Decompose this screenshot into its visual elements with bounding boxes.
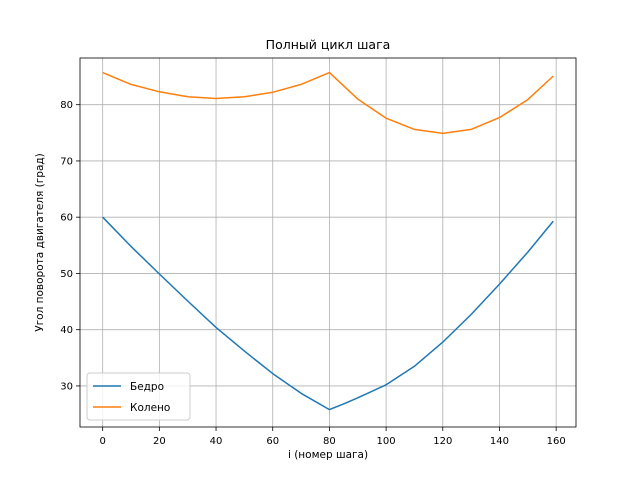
x-tick-label: 120 <box>433 436 452 447</box>
x-tick-label: 0 <box>99 436 105 447</box>
y-tick-label: 60 <box>60 213 73 224</box>
legend: Бедро Колено <box>86 372 191 421</box>
x-tick-label: 60 <box>266 436 279 447</box>
y-tick-label: 80 <box>60 100 73 111</box>
chart-title: Полный цикл шага <box>266 37 391 52</box>
plot-frame <box>79 57 577 428</box>
y-tick-label: 30 <box>60 381 73 392</box>
x-tick-label: 20 <box>153 436 166 447</box>
y-tick-label: 70 <box>60 156 73 167</box>
grid <box>80 58 576 427</box>
series-lines <box>102 71 554 411</box>
x-tick-label: 160 <box>547 436 566 447</box>
x-tick-label: 40 <box>210 436 223 447</box>
y-tick-label: 40 <box>60 325 73 336</box>
x-axis-ticks: 0 20 40 60 80 100 120 140 160 <box>99 427 566 447</box>
y-axis-ticks: 30 40 50 60 70 80 <box>60 100 80 392</box>
series-line-1 <box>102 71 554 135</box>
x-axis-label: i (номер шага) <box>288 449 368 461</box>
y-tick-label: 50 <box>60 269 73 280</box>
legend-label-0: Бедро <box>130 381 164 393</box>
legend-label-1: Колено <box>130 402 170 414</box>
series-line-0 <box>102 216 554 411</box>
x-tick-label: 140 <box>490 436 509 447</box>
x-tick-label: 100 <box>377 436 396 447</box>
y-axis-label: Угол поворота двигателя (град) <box>34 153 46 332</box>
legend-box <box>86 372 191 421</box>
x-tick-label: 80 <box>323 436 336 447</box>
